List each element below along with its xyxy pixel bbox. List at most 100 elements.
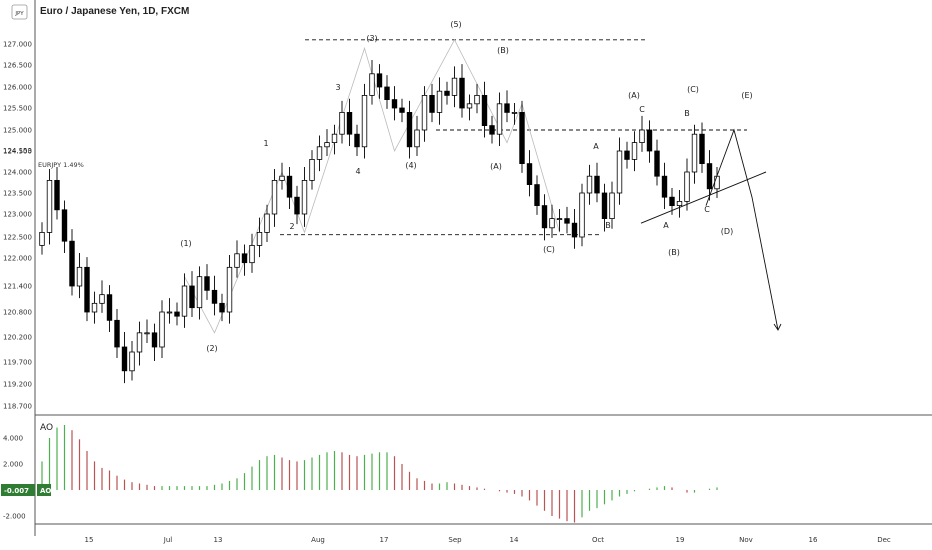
y-tick-label: 120.200 [3,334,32,342]
candle-body [684,171,690,202]
wave-label: (E) [741,91,752,100]
wave-label: B [684,109,690,118]
y-tick-label: 123.000 [3,211,32,219]
ao-tick-label: 2.000 [3,461,23,469]
candle-body [91,302,98,313]
candle-body [76,266,83,287]
wave-label: A [663,221,669,230]
last-price-label: 124.153 [3,147,32,155]
candle-body [631,142,638,160]
y-tick-label: 123.500 [3,190,32,198]
price-axis: 127.000 126.500 126.000 125.500 125.000 124.5… [3,41,32,411]
trend-drawings [640,128,782,331]
candle-body [586,175,593,194]
ao-value-badge [1,484,35,496]
candle-body [271,179,278,215]
ao-value-label: -0.007 [4,487,29,495]
candle-body [594,175,600,194]
candle-body [496,103,503,135]
wave-label: (D) [721,227,733,236]
candle-body [99,294,105,304]
candle-body [46,179,53,233]
ao-tick-label: -2.000 [3,513,26,521]
x-tick-label: Dec [877,536,891,544]
x-tick-label: 13 [214,536,223,544]
candle-body [361,95,368,148]
candle-body [174,311,180,317]
x-tick-label: Oct [592,536,604,544]
candle-body [354,133,360,148]
wave-label: (C) [543,245,555,254]
wave-label: (B) [497,46,509,55]
candle-body [639,129,645,143]
wave-label: C [704,205,710,214]
candle-body [714,175,720,190]
triangle-lower-trendline [640,171,767,224]
candle-body [706,163,713,190]
candle-body [504,103,510,113]
x-tick-label: 16 [809,536,818,544]
candle-body [451,77,458,96]
currency-badge[interactable]: JPY [11,4,28,20]
badge-box [11,4,28,20]
candle-body [114,319,120,348]
candle-body [151,332,158,348]
wave-label: A [593,142,599,151]
candle-body [609,192,615,220]
time-axis: 15 Jul 13 Aug 17 Sep 14 Oct 19 Nov 16 Dec [85,536,891,544]
x-tick-label: Jul [163,536,173,544]
ao-axis: 4.000 2.000 -2.000 [3,435,26,521]
candle-body [69,240,75,287]
candle-body [264,213,270,233]
candle-body [129,351,135,372]
candle-body [406,112,413,148]
candle-body [489,125,495,135]
candle-body [579,192,585,238]
ao-histogram [41,425,718,523]
candle-body [189,285,195,309]
wave-label: (A) [628,91,640,100]
candle-body [211,289,218,304]
candle-body [571,222,578,238]
x-tick-label: 19 [676,536,685,544]
y-tick-label: 122.500 [3,234,32,242]
ao-tag-label: AO [40,487,51,495]
y-tick-label: 124.500 [3,148,32,156]
wave-label: C [639,105,645,114]
candle-body [474,95,480,105]
candle-body [106,294,113,321]
candle-body [256,231,263,246]
x-tick-label: 14 [510,536,519,544]
candle-body [444,90,450,96]
candle-body [369,73,375,96]
candle-body [654,150,660,177]
wave-labels: (1) (2) 1 2 3 4 (3) (4) (5) (B) (A) (C) A B C (A) (B) (C)… [180,20,752,353]
candle-body [661,175,668,198]
y-tick-label: 119.200 [3,381,32,389]
x-tick-label: 15 [85,536,94,544]
y-tick-label: 122.000 [3,255,32,263]
candle-body [601,192,608,220]
candle-body [324,142,330,148]
projection-path [705,128,779,331]
y-tick-label: 125.000 [3,127,32,135]
ao-label: AO [40,423,53,433]
candle-body [234,253,240,268]
candle-body [624,150,630,160]
candle-body [181,285,188,317]
candle-body [699,133,705,164]
candle-body [61,209,68,242]
wave-label: (5) [450,20,461,29]
wave-label: 2 [289,222,294,231]
candle-body [459,77,465,109]
candle-body [391,99,398,109]
candle-body [436,90,443,113]
x-tick-label: Aug [311,536,325,544]
candle-body [676,200,683,206]
candle-body [294,196,300,215]
candle-body [376,73,383,88]
candle-body [414,129,420,148]
wave-label: 4 [355,167,360,176]
horizontal-levels [280,39,747,236]
